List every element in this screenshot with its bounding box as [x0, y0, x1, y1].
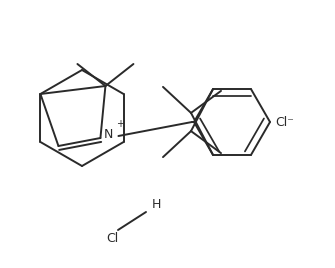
Text: N: N — [104, 128, 113, 140]
Text: Cl: Cl — [106, 232, 118, 244]
Text: H: H — [151, 198, 161, 210]
Text: Cl⁻: Cl⁻ — [276, 116, 294, 128]
Text: +: + — [117, 119, 124, 129]
